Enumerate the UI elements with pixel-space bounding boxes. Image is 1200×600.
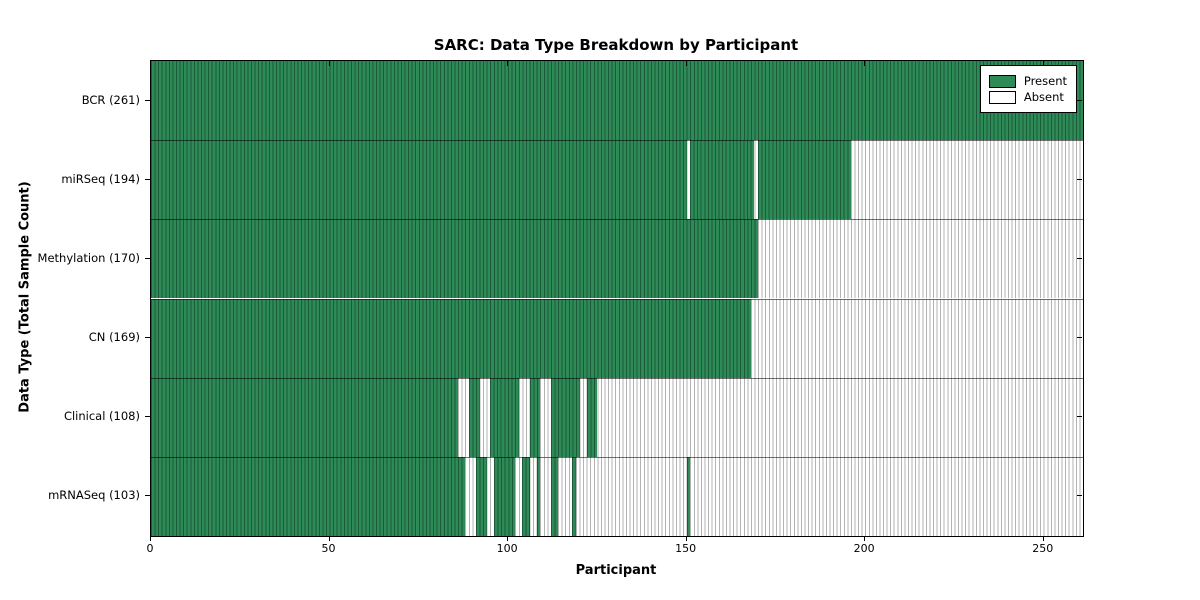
- y-tick-right: [1077, 337, 1082, 339]
- x-axis-label: Participant: [575, 563, 657, 578]
- present-run: [586, 377, 598, 457]
- absent-swatch: [988, 90, 1016, 104]
- row-separator: [151, 219, 1083, 221]
- x-tick-top: [1042, 61, 1044, 66]
- row-separator: [151, 298, 1083, 300]
- row-label-CN: CN (169): [88, 330, 140, 345]
- legend: Present Absent: [979, 65, 1077, 113]
- row-label-Clinical: Clinical (108): [63, 409, 140, 424]
- y-tick: [145, 99, 150, 101]
- y-axis-label: Data Type (Total Sample Count): [17, 181, 33, 413]
- row-label-Methylation: Methylation (170): [37, 250, 140, 265]
- present-run: [550, 456, 559, 536]
- x-tick-top: [685, 61, 687, 66]
- y-tick-right: [1077, 495, 1082, 497]
- x-tick: [150, 536, 151, 541]
- x-tick-top: [328, 61, 330, 66]
- row-separator: [151, 456, 1083, 458]
- matrix-row-Clinical: [151, 377, 1083, 457]
- row-label-miRSeq: miRSeq (194): [61, 171, 140, 186]
- legend-item-absent: Absent: [988, 90, 1067, 104]
- row-separator: [151, 377, 1083, 379]
- present-run: [151, 219, 759, 299]
- x-tick-label: 0: [146, 542, 154, 555]
- x-tick-label: 250: [1032, 542, 1054, 555]
- y-tick: [145, 178, 150, 180]
- present-run: [493, 456, 516, 536]
- present-run: [758, 140, 851, 220]
- x-tick: [864, 536, 866, 541]
- matrix-row-mRNASeq: [151, 456, 1083, 536]
- legend-absent-label: Absent: [1023, 90, 1064, 104]
- matrix-row-miRSeq: [151, 140, 1083, 220]
- x-tick-label: 200: [853, 542, 875, 555]
- y-tick-right: [1077, 257, 1082, 259]
- present-run: [151, 456, 466, 536]
- present-run: [550, 377, 580, 457]
- present-run: [529, 377, 541, 457]
- y-tick-right: [1077, 416, 1082, 418]
- x-tick-top: [864, 61, 866, 66]
- present-run: [151, 140, 687, 220]
- present-run: [468, 377, 480, 457]
- present-run: [151, 377, 459, 457]
- y-tick: [145, 495, 150, 497]
- matrix-row-Methylation: [151, 219, 1083, 299]
- matrix-row-BCR: [151, 61, 1083, 141]
- x-tick-label: 150: [675, 542, 697, 555]
- present-run: [690, 140, 755, 220]
- x-tick-label: 100: [496, 542, 518, 555]
- y-tick-right: [1077, 178, 1082, 180]
- row-label-mRNASeq: mRNASeq (103): [48, 488, 140, 503]
- present-run: [536, 456, 541, 536]
- x-tick: [507, 536, 509, 541]
- present-run: [475, 456, 487, 536]
- present-run: [151, 61, 1083, 141]
- present-run: [151, 298, 751, 378]
- chart-title: SARC: Data Type Breakdown by Participant: [433, 36, 799, 54]
- present-run: [522, 456, 530, 536]
- x-tick: [1042, 536, 1044, 541]
- present-swatch: [988, 74, 1016, 88]
- x-tick-top: [507, 61, 509, 66]
- x-tick: [685, 536, 687, 541]
- y-tick: [145, 257, 150, 259]
- present-run: [572, 456, 576, 536]
- legend-item-present: Present: [988, 74, 1067, 88]
- x-tick: [328, 536, 330, 541]
- matrix-row-CN: [151, 298, 1083, 378]
- x-tick-label: 50: [321, 542, 336, 555]
- legend-present-label: Present: [1023, 74, 1067, 88]
- row-label-BCR: BCR (261): [81, 92, 140, 107]
- y-tick: [145, 416, 150, 418]
- present-run: [490, 377, 519, 457]
- row-separator: [151, 140, 1083, 142]
- y-tick-right: [1077, 99, 1082, 101]
- y-tick: [145, 337, 150, 339]
- present-run: [686, 456, 691, 536]
- plot-area: Present Absent: [150, 60, 1084, 537]
